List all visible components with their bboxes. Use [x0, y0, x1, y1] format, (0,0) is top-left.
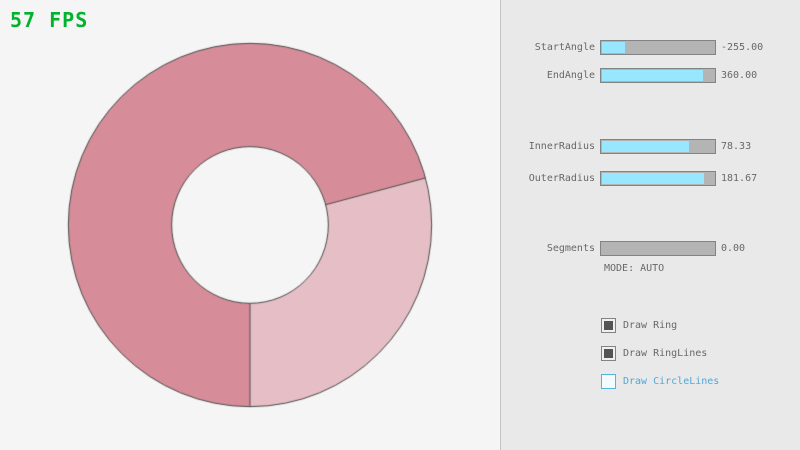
outerradius-slider-fill	[602, 173, 704, 184]
outerradius-row: OuterRadius 181.67	[501, 171, 800, 186]
controls-panel: StartAngle -255.00 EndAngle 360.00 Inner…	[500, 0, 800, 450]
endangle-slider-fill	[602, 70, 703, 81]
startangle-slider-fill	[602, 42, 625, 53]
endangle-label: EndAngle	[546, 70, 595, 81]
startangle-row: StartAngle -255.00	[501, 40, 800, 55]
endangle-value: 360.00	[721, 70, 758, 81]
draw-ring-label: Draw Ring	[623, 320, 678, 331]
segments-mode-text: MODE: AUTO	[604, 263, 665, 274]
endangle-slider[interactable]	[600, 68, 716, 83]
draw-ring-checkbox-row: Draw Ring	[601, 318, 677, 333]
outerradius-slider[interactable]	[600, 171, 716, 186]
draw-ringlines-label: Draw RingLines	[623, 348, 708, 359]
ring-canvas	[0, 0, 500, 450]
innerradius-value: 78.33	[721, 141, 752, 152]
draw-circlelines-checkbox-row: Draw CircleLines	[601, 374, 719, 389]
outerradius-value: 181.67	[721, 173, 758, 184]
innerradius-slider[interactable]	[600, 139, 716, 154]
startangle-value: -255.00	[721, 42, 764, 53]
innerradius-label: InnerRadius	[528, 141, 595, 152]
draw-ringlines-checkbox-row: Draw RingLines	[601, 346, 707, 361]
endangle-row: EndAngle 360.00	[501, 68, 800, 83]
segments-label: Segments	[546, 243, 595, 254]
draw-ring-checkbox[interactable]	[601, 318, 616, 333]
draw-circlelines-label: Draw CircleLines	[623, 376, 720, 387]
segments-row: Segments 0.00	[501, 241, 800, 256]
draw-ringlines-checkbox[interactable]	[601, 346, 616, 361]
innerradius-slider-fill	[602, 141, 690, 152]
draw-circlelines-checkbox[interactable]	[601, 374, 616, 389]
segments-slider[interactable]	[600, 241, 716, 256]
segments-value: 0.00	[721, 243, 746, 254]
startangle-slider[interactable]	[600, 40, 716, 55]
outerradius-label: OuterRadius	[528, 173, 595, 184]
fps-counter: 57 FPS	[10, 8, 89, 32]
innerradius-row: InnerRadius 78.33	[501, 139, 800, 154]
startangle-label: StartAngle	[534, 42, 595, 53]
